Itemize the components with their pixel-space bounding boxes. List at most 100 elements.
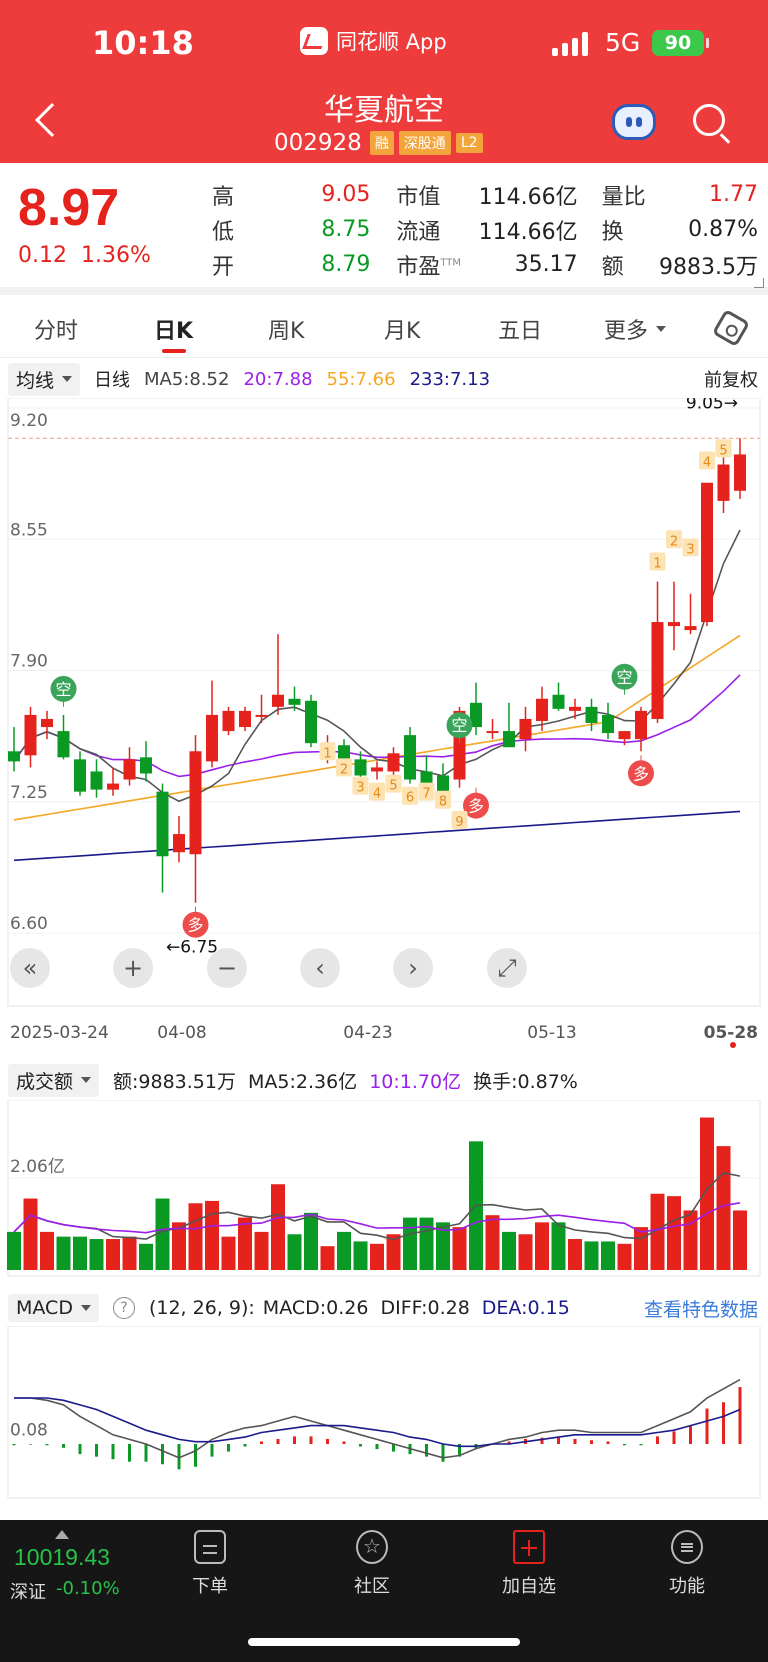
open-value: 8.79: [321, 252, 371, 277]
volratio-value: 1.77: [709, 182, 759, 207]
x-tick-label: 05-28: [704, 1023, 758, 1043]
volume-dropdown[interactable]: 成交额: [8, 1063, 100, 1097]
dea-value: DEA:0.15: [481, 1297, 570, 1319]
search-icon[interactable]: [693, 104, 725, 136]
volume-bar: [584, 1241, 599, 1270]
nav-order-label: 下单: [192, 1576, 228, 1597]
rewind-icon[interactable]: «: [10, 948, 50, 988]
candle-body: [552, 694, 565, 709]
count-tag: [666, 530, 682, 549]
signal-marker-label: 空: [55, 680, 71, 699]
assistant-robot-icon[interactable]: [612, 104, 656, 140]
index-name: 深证: [10, 1582, 46, 1603]
indicator-dropdown[interactable]: 均线: [8, 362, 81, 396]
pe-label: 市盈: [396, 254, 441, 280]
count-tag: [451, 810, 468, 829]
high-label: 高: [212, 184, 235, 210]
count-tag-label: 6: [406, 791, 414, 806]
count-tag: [418, 782, 435, 801]
candle-body: [635, 710, 647, 740]
signal-marker: [182, 911, 209, 938]
candle-body: [486, 731, 499, 734]
x-tick-label: 04-23: [343, 1023, 392, 1043]
home-indicator[interactable]: [248, 1638, 520, 1646]
index-change: -0.10%: [56, 1578, 120, 1599]
signal-marker: [611, 663, 638, 690]
quote-grid: 高 9.05 市值 114.66亿 量比 1.77 低 8.75 流通 114.66亿 换…: [212, 177, 758, 282]
count-tag-label: 7: [422, 787, 430, 802]
count-tag: [336, 758, 352, 777]
nav-community[interactable]: 社区: [327, 1530, 417, 1598]
volume-bar: [700, 1117, 714, 1270]
candle-body: [57, 731, 70, 758]
zoom-out-icon[interactable]: −: [207, 948, 247, 988]
chevron-right-icon[interactable]: ›: [393, 948, 433, 988]
volume-bar: [370, 1243, 384, 1270]
volume-bar: [106, 1239, 120, 1270]
macd-chart[interactable]: 0.08: [0, 1326, 768, 1502]
fullscreen-icon[interactable]: ⤢: [487, 948, 527, 988]
volume-ma5-line: [13, 1171, 741, 1241]
control-button-bg: [300, 948, 340, 988]
volume-turnover: 换手:0.87%: [473, 1070, 578, 1093]
index-value[interactable]: 10019.43: [14, 1544, 110, 1570]
count-tag-label: 1: [323, 746, 331, 761]
chevron-left-icon[interactable]: ‹: [300, 948, 340, 988]
badge-margin: 融: [369, 131, 394, 155]
volume-bar: [733, 1210, 747, 1270]
low-value: 8.75: [321, 217, 371, 242]
help-icon[interactable]: ?: [112, 1297, 135, 1319]
expand-corner-icon[interactable]: [754, 278, 764, 288]
count-tag-label: 3: [356, 781, 364, 796]
ma20-line: [13, 674, 741, 778]
candle-body: [371, 767, 383, 772]
tab-more[interactable]: 更多: [604, 313, 667, 345]
tab-daily-k[interactable]: 日K: [154, 313, 193, 353]
count-tag: [369, 782, 385, 801]
count-tag-label: 3: [686, 542, 694, 557]
volume-bar: [436, 1222, 450, 1270]
feature-data-link[interactable]: 查看特色数据: [643, 1298, 758, 1321]
candle-body: [387, 753, 400, 772]
high-annotation: 9.05→: [686, 398, 738, 413]
volume-chart[interactable]: 2.06亿: [0, 1100, 768, 1280]
count-tag: [385, 774, 402, 793]
ma233-value: 233:7.13: [409, 368, 491, 390]
volume-bar: [337, 1231, 351, 1270]
count-tag-label: 5: [389, 779, 397, 794]
document-icon: [194, 1530, 226, 1564]
control-button-bg: [393, 948, 433, 988]
candle-body: [717, 464, 730, 501]
current-price: 8.97: [18, 179, 120, 237]
diff-value: DIFF:0.28: [380, 1297, 470, 1319]
signal-marker-label: 多: [633, 764, 649, 783]
nav-functions[interactable]: 功能: [642, 1530, 732, 1598]
volume-bar: [386, 1234, 401, 1270]
volume-bar: [485, 1215, 500, 1270]
mktcap-value: 114.66亿: [478, 184, 578, 210]
candle-body: [470, 702, 482, 728]
candle-body: [404, 735, 416, 780]
adjust-mode[interactable]: 前复权: [704, 370, 758, 391]
candle-body: [239, 710, 251, 728]
volume-bar: [89, 1239, 104, 1270]
macd-dropdown-label: MACD: [16, 1297, 73, 1319]
nav-add-watchlist[interactable]: 加自选: [484, 1530, 574, 1598]
tab-weekly-k[interactable]: 周K: [268, 319, 305, 344]
y-tick-label: 7.25: [10, 783, 48, 803]
ma233-line: [13, 810, 741, 862]
app-logo-icon: [300, 27, 328, 55]
candle-body: [140, 757, 152, 774]
candle-body: [701, 482, 713, 623]
index-expand-icon[interactable]: [55, 1530, 69, 1539]
settings-hex-icon[interactable]: [711, 308, 751, 348]
low-annotation: ←6.75: [166, 938, 218, 958]
tab-intraday[interactable]: 分时: [34, 319, 79, 344]
nav-order[interactable]: 下单: [165, 1530, 255, 1598]
zoom-in-icon[interactable]: +: [113, 948, 153, 988]
tab-five-day[interactable]: 五日: [498, 319, 543, 344]
count-tag: [649, 552, 666, 571]
macd-dropdown[interactable]: MACD: [8, 1294, 99, 1322]
tab-monthly-k[interactable]: 月K: [384, 319, 421, 344]
